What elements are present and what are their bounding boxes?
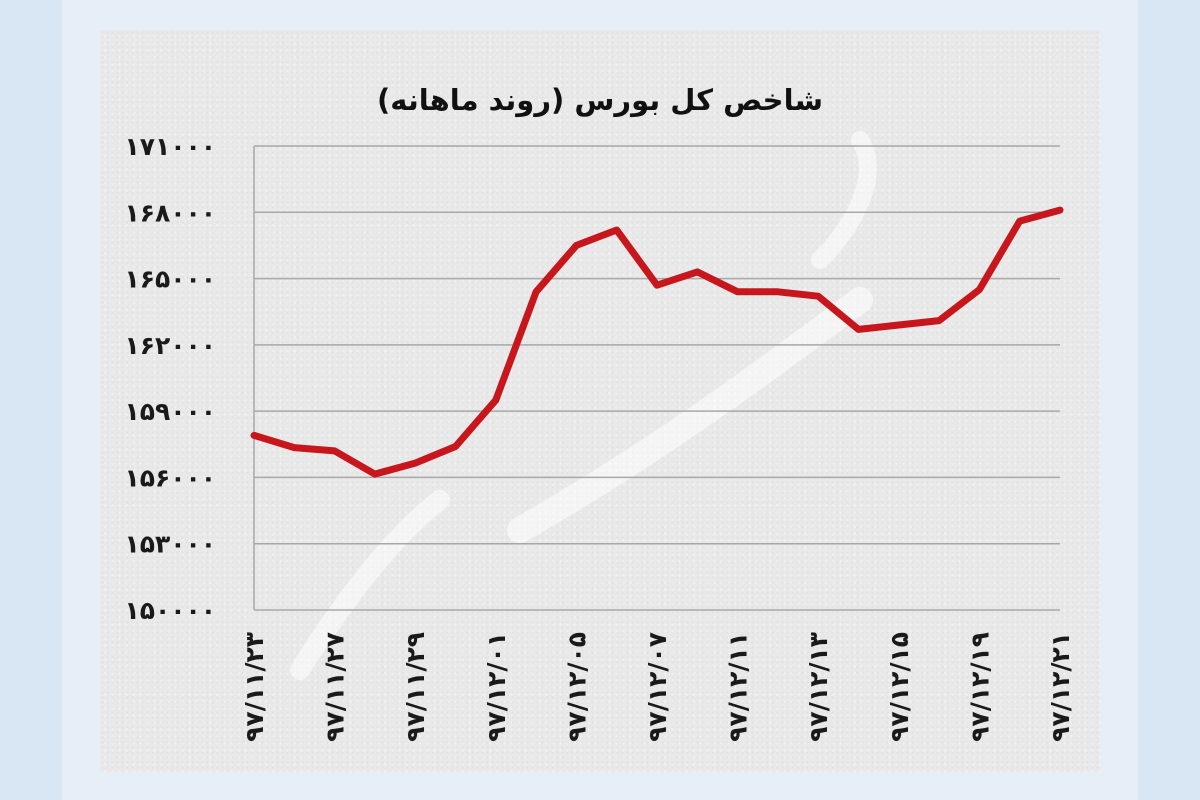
x-tick-label: ۹۷/۱۲/۱۹ bbox=[965, 632, 994, 742]
x-tick-label: ۹۷/۱۲/۱۳ bbox=[804, 632, 833, 742]
y-tick-label: ۱۶۵۰۰۰ bbox=[124, 265, 216, 294]
x-tick-label: ۹۷/۱۱/۲۳ bbox=[240, 632, 269, 742]
gridlines bbox=[253, 145, 1060, 611]
chart-title: شاخص کل بورس (روند ماهانه) bbox=[377, 83, 823, 117]
series-line bbox=[250, 206, 1064, 478]
x-tick-label: ۹۷/۱۲/۱۱ bbox=[724, 632, 753, 742]
y-tick-label: ۱۵۰۰۰۰ bbox=[124, 596, 216, 625]
y-tick-label: ۱۵۹۰۰۰ bbox=[124, 397, 216, 426]
y-tick-label: ۱۷۱۰۰۰ bbox=[124, 132, 216, 161]
x-tick-label: ۹۷/۱۱/۲۹ bbox=[401, 632, 430, 742]
y-tick-label: ۱۶۸۰۰۰ bbox=[124, 198, 216, 227]
x-tick-label: ۹۷/۱۱/۲۷ bbox=[321, 632, 350, 742]
x-tick-label: ۹۷/۱۲/۰۷ bbox=[643, 632, 672, 742]
y-tick-label: ۱۵۳۰۰۰ bbox=[124, 530, 216, 559]
series-group bbox=[250, 206, 1064, 478]
y-tick-label: ۱۶۲۰۰۰ bbox=[124, 331, 216, 360]
line-chart: شاخص کل بورس (روند ماهانه) ۱۵۰۰۰۰۱۵۳۰۰۰۱… bbox=[124, 83, 1075, 742]
watermark bbox=[290, 131, 877, 680]
x-axis-ticks: ۹۷/۱۱/۲۳ ۹۷/۱۱/۲۷ ۹۷/۱۱/۲۹ ۹۷/۱۲/۰۱ ۹۷/۱۲/۰۵… bbox=[240, 632, 1075, 742]
x-tick-label: ۹۷/۱۲/۲۱ bbox=[1046, 632, 1075, 742]
x-tick-label: ۹۷/۱۲/۰۵ bbox=[562, 632, 591, 742]
y-tick-label: ۱۵۶۰۰۰ bbox=[124, 463, 216, 492]
x-tick-label: ۹۷/۱۲/۱۵ bbox=[885, 632, 914, 742]
x-tick-label: ۹۷/۱۲/۰۱ bbox=[482, 632, 511, 742]
chart-panel: شاخص کل بورس (روند ماهانه) ۱۵۰۰۰۰ ۱۵۳۰۰۰ ۱… bbox=[100, 30, 1100, 772]
y-axis-ticks: ۱۵۰۰۰۰ ۱۵۳۰۰۰ ۱۵۶۰۰۰ ۱۵۹۰۰۰ ۱۶۲۰۰۰ ۱۶۵۰۰۰ ۱۶۸۰… bbox=[124, 132, 216, 625]
